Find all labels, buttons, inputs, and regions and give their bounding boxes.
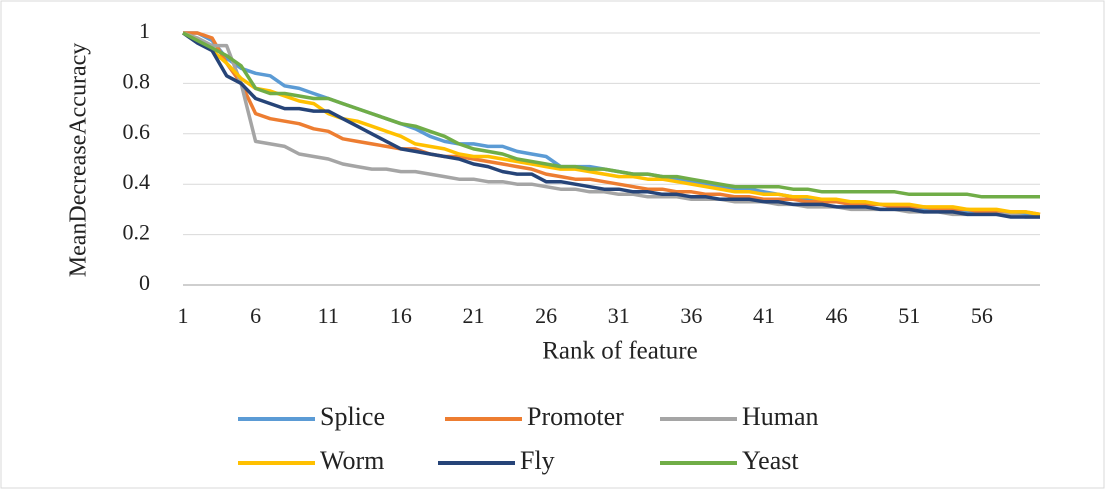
- x-tick-label: 21: [463, 303, 485, 328]
- legend-label: Splice: [320, 402, 385, 431]
- y-tick-label: 0.8: [123, 68, 151, 93]
- y-tick-label: 0.4: [123, 169, 151, 194]
- x-tick-label: 56: [971, 303, 993, 328]
- x-tick-label: 6: [250, 303, 261, 328]
- legend-label: Yeast: [742, 446, 799, 475]
- x-tick-label: 41: [753, 303, 775, 328]
- x-tick-label: 1: [178, 303, 189, 328]
- x-axis-label: Rank of feature: [542, 338, 697, 365]
- x-tick-label: 46: [826, 303, 848, 328]
- y-axis-label: MeanDecreaseAccuracy: [66, 43, 92, 278]
- series-line: [181, 31, 1040, 219]
- series-line: [182, 31, 1040, 199]
- y-tick-label: 0.2: [123, 220, 151, 245]
- legend-label: Fly: [520, 446, 555, 475]
- x-tick-label: 16: [390, 303, 412, 328]
- x-tick-label: 26: [535, 303, 557, 328]
- y-tick-label: 0.6: [123, 119, 151, 144]
- x-tick-label: 31: [608, 303, 630, 328]
- series-line: [183, 31, 1041, 217]
- legend-label: Promoter: [527, 402, 624, 431]
- legend-label: Human: [742, 402, 819, 431]
- y-tick-label: 0: [139, 270, 150, 295]
- x-tick-label: 51: [898, 303, 920, 328]
- y-tick-label: 1: [139, 18, 150, 43]
- x-tick-label: 11: [318, 303, 339, 328]
- x-tick-label: 36: [680, 303, 702, 328]
- legend-label: Worm: [320, 446, 384, 475]
